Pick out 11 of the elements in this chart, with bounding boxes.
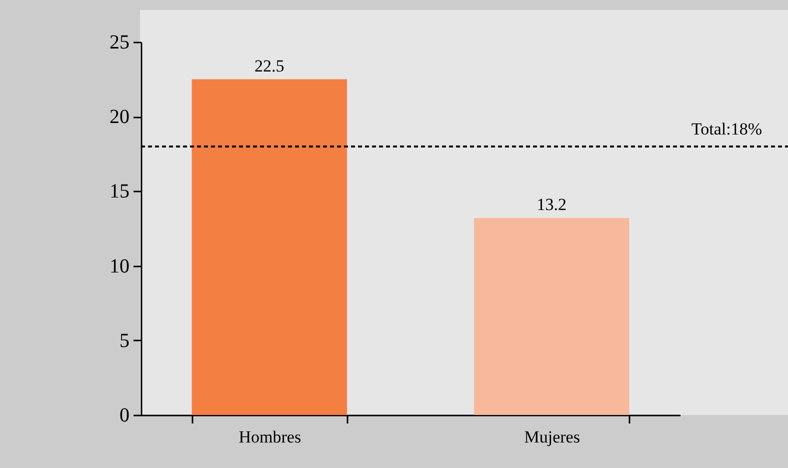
y-tick-label: 0 [120, 404, 130, 426]
y-tick-label: 10 [110, 255, 130, 278]
y-tick-label: 20 [110, 106, 130, 128]
y-tick-label: 25 [110, 32, 130, 54]
x-tick-label: Mujeres [524, 428, 580, 446]
data-label: 22.5 [254, 56, 284, 76]
data-label: 13.2 [536, 195, 566, 214]
y-tick-label: 5 [120, 330, 130, 352]
x-tick-label: Hombres [238, 428, 302, 446]
ref-line-label: Total:18% [691, 119, 762, 138]
y-tick-label: 15 [110, 180, 130, 203]
